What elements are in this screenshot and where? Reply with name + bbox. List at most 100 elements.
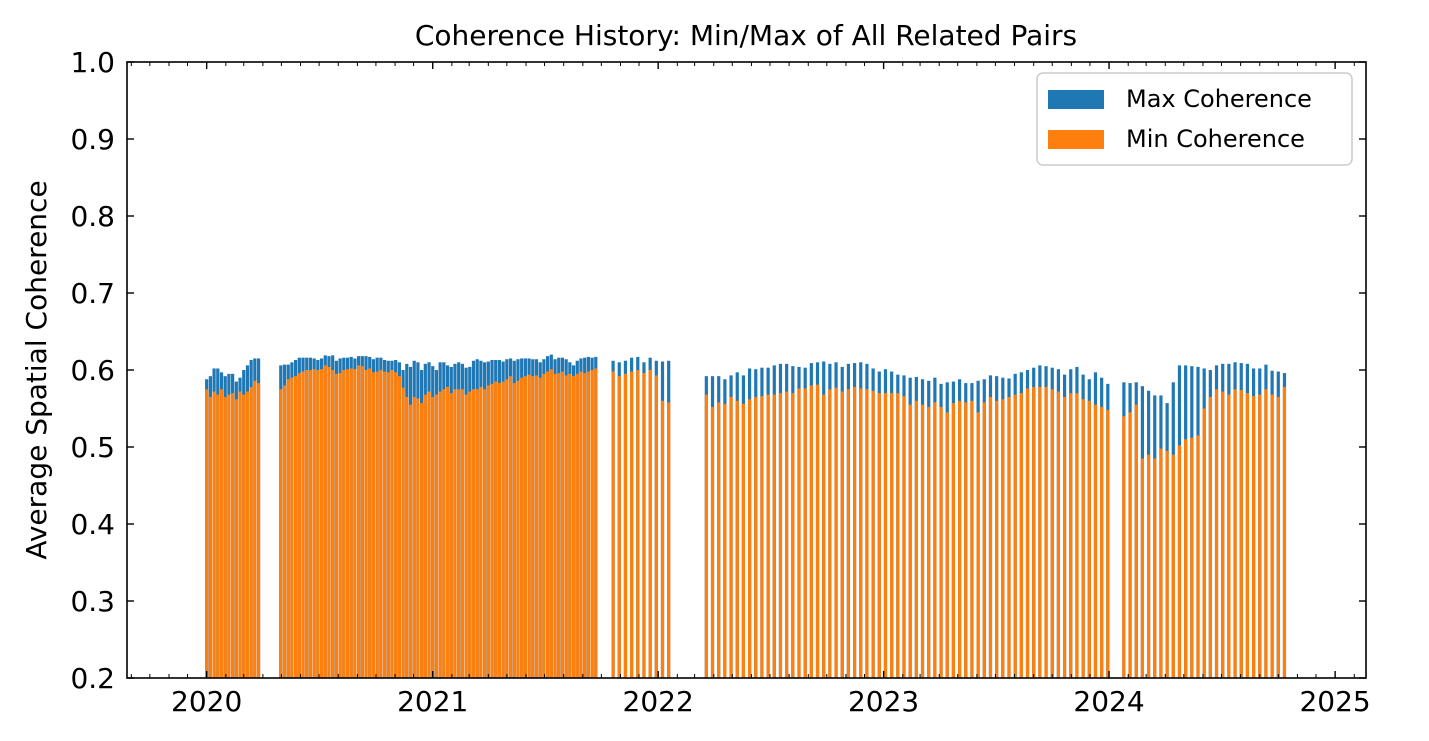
bar-min-53 xyxy=(420,403,424,678)
x-tick-label-0: 2020 xyxy=(171,685,242,718)
bar-min-9 xyxy=(238,391,242,678)
bar-min-8 xyxy=(234,399,238,678)
chart-title: Coherence History: Min/Max of All Relate… xyxy=(415,19,1077,52)
bar-min-172 xyxy=(1081,399,1085,678)
bar-min-104 xyxy=(630,371,634,678)
y-tick-label-1: 0.3 xyxy=(70,585,115,618)
bar-min-68 xyxy=(475,389,479,678)
bar-min-59 xyxy=(442,389,446,678)
bar-min-48 xyxy=(401,387,405,678)
y-axis-label: Average Spatial Coherence xyxy=(20,180,53,559)
bar-min-85 xyxy=(538,377,542,678)
bar-min-51 xyxy=(412,396,416,678)
bar-min-25 xyxy=(316,370,320,678)
bar-min-87 xyxy=(546,371,550,678)
bar-min-6 xyxy=(227,394,231,678)
bar-min-56 xyxy=(431,396,435,678)
bar-min-83 xyxy=(531,376,535,678)
bar-min-34 xyxy=(349,368,353,678)
bar-min-131 xyxy=(828,389,832,678)
bar-min-11 xyxy=(245,391,250,678)
bar-min-74 xyxy=(497,383,502,678)
bar-min-124 xyxy=(785,391,789,678)
bar-min-112 xyxy=(710,406,715,678)
bar-min-186 xyxy=(1177,445,1182,678)
bar-min-71 xyxy=(486,385,490,678)
bar-min-35 xyxy=(353,369,357,678)
bar-min-39 xyxy=(368,368,372,678)
bar-min-79 xyxy=(516,380,520,678)
bar-min-21 xyxy=(301,371,305,678)
bar-min-156 xyxy=(982,402,986,678)
bar-min-181 xyxy=(1146,454,1151,678)
bar-min-41 xyxy=(375,371,379,678)
bar-min-78 xyxy=(512,383,516,678)
bar-min-141 xyxy=(890,393,894,678)
bar-min-146 xyxy=(920,404,925,678)
bar-min-129 xyxy=(815,384,820,678)
bar-min-199 xyxy=(1258,394,1262,678)
bar-min-123 xyxy=(778,393,783,678)
bar-min-27 xyxy=(323,365,327,678)
y-tick-label-4: 0.6 xyxy=(70,354,115,387)
bar-min-200 xyxy=(1264,389,1268,678)
bar-min-194 xyxy=(1227,394,1231,678)
bar-min-190 xyxy=(1202,408,1206,678)
bar-min-32 xyxy=(342,370,346,678)
bar-min-29 xyxy=(331,370,335,678)
bar-min-117 xyxy=(741,403,746,678)
bar-min-22 xyxy=(305,370,309,678)
bar-min-166 xyxy=(1044,386,1048,678)
bar-min-203 xyxy=(1282,386,1287,678)
bar-min-18 xyxy=(290,377,294,678)
bar-min-98 xyxy=(586,371,590,678)
bar-min-122 xyxy=(772,394,776,678)
bar-min-160 xyxy=(1007,396,1011,678)
bar-min-185 xyxy=(1171,454,1175,678)
bar-min-106 xyxy=(642,373,646,678)
bar-min-125 xyxy=(791,393,795,678)
series-min xyxy=(205,365,1287,678)
bar-min-148 xyxy=(933,402,937,678)
legend-swatch-max xyxy=(1048,90,1104,109)
bar-min-201 xyxy=(1270,394,1274,678)
bar-min-13 xyxy=(253,380,257,678)
y-tick-label-2: 0.4 xyxy=(70,508,115,541)
bar-min-152 xyxy=(957,400,962,678)
bar-min-133 xyxy=(840,391,844,678)
bar-min-37 xyxy=(360,366,364,678)
bar-min-1 xyxy=(208,396,212,678)
x-tick-label-3: 2023 xyxy=(848,685,919,718)
x-tick-label-2: 2022 xyxy=(623,685,694,718)
bar-min-55 xyxy=(427,391,431,678)
bar-min-97 xyxy=(583,373,587,678)
bar-min-151 xyxy=(951,403,956,678)
bar-min-92 xyxy=(564,375,568,678)
bar-min-137 xyxy=(865,389,869,678)
bar-min-139 xyxy=(877,393,881,678)
bar-min-178 xyxy=(1128,412,1132,678)
bar-min-173 xyxy=(1087,400,1091,678)
bar-min-197 xyxy=(1245,393,1250,678)
bar-min-143 xyxy=(902,396,906,678)
bar-min-44 xyxy=(386,372,390,678)
bar-min-142 xyxy=(896,393,900,678)
bar-min-134 xyxy=(846,389,851,678)
bar-min-95 xyxy=(575,373,579,678)
bar-min-145 xyxy=(914,400,918,678)
bar-min-17 xyxy=(286,379,290,678)
x-axis: 2020 2021 2022 2023 2024 2025 xyxy=(130,62,1371,718)
bar-min-177 xyxy=(1122,416,1126,678)
bar-min-101 xyxy=(611,371,615,678)
bar-min-103 xyxy=(623,373,628,678)
bar-min-161 xyxy=(1013,394,1017,678)
bar-min-168 xyxy=(1056,391,1061,678)
bar-min-202 xyxy=(1276,396,1280,678)
legend-frame xyxy=(1036,72,1353,166)
bar-min-114 xyxy=(723,403,727,678)
bar-min-169 xyxy=(1062,396,1067,678)
bar-min-159 xyxy=(1001,399,1005,678)
bar-min-130 xyxy=(822,394,826,678)
bar-min-184 xyxy=(1165,450,1169,678)
